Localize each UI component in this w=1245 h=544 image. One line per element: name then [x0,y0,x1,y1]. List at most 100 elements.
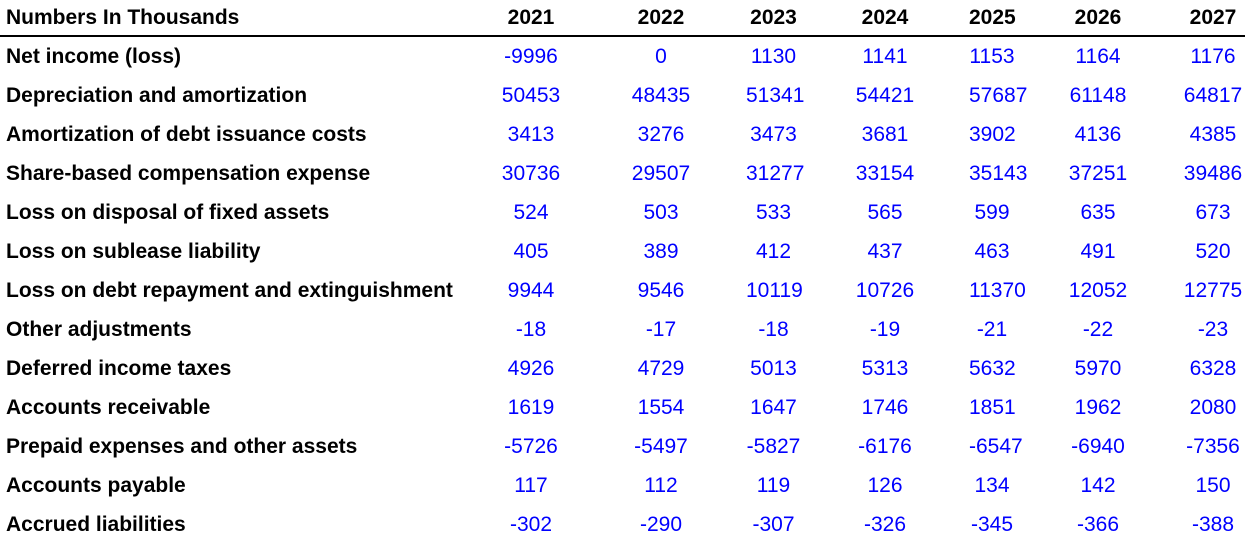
table-cell: 61148 [1069,83,1127,107]
table-cell: 1647 [750,395,797,419]
table-cell: -302 [509,512,553,536]
row-label: Depreciation and amortization [6,83,308,107]
table-cell: 4385 [1189,122,1237,146]
table-cell: 31277 [746,161,805,185]
table-row: Deferred income taxes 4926 4729 5013 5313 563… [0,349,1245,388]
table-cell: 1141 [862,44,908,68]
table-row: Loss on debt repayment and extinguishmen… [0,271,1245,310]
row-label: Loss on debt repayment and extinguishmen… [6,278,453,302]
table-cell: 30736 [501,161,561,185]
table-row: Accrued liabilities -302 -290 -307 -326 -345 -… [0,505,1245,544]
header-label: Numbers In Thousands [0,0,486,37]
table-cell: -19 [869,317,901,341]
table-cell: 1746 [861,395,909,419]
table-cell: 142 [1080,473,1116,497]
table-cell: 4729 [637,356,685,380]
table-cell: -23 [1197,317,1229,341]
column-header: 2026 [1015,0,1181,37]
table-cell: 437 [867,239,903,263]
table-cell: 119 [756,473,791,497]
column-header: 2025 [969,0,1016,37]
table-cell: 3902 [969,122,1016,146]
table-cell: 1962 [1074,395,1122,419]
table-cell: 565 [867,200,903,224]
column-header: 2022 [576,0,746,37]
row-label: Share-based compensation expense [6,161,371,185]
row-label: Accounts payable [6,473,186,497]
table-cell: 1153 [969,44,1015,68]
table-cell: 5970 [1074,356,1122,380]
table-row: Loss on disposal of fixed assets 524 503 53… [0,193,1245,232]
column-header: 2027 [1181,0,1245,37]
table-cell: 6328 [1189,356,1237,380]
table-cell: -17 [645,317,677,341]
table-cell: 2080 [1189,395,1237,419]
table-cell: 524 [513,200,549,224]
table-cell: 405 [513,239,549,263]
table-cell: 412 [755,239,792,263]
table-cell: 3473 [750,122,797,146]
table-cell: 4136 [1074,122,1122,146]
table-cell: 10119 [746,278,803,302]
table-cell: 533 [755,200,792,224]
table-cell: 491 [1080,239,1116,263]
table-cell: 29507 [631,161,691,185]
table-cell: -21 [976,317,1008,341]
table-cell: -6176 [858,434,912,458]
table-cell: 117 [514,473,548,497]
table-cell: 9546 [637,278,685,302]
table-cell: 134 [974,473,1010,497]
table-row: Share-based compensation expense 30736 295… [0,154,1245,193]
table-cell: -22 [1082,317,1114,341]
table-cell: 635 [1080,200,1116,224]
table-cell: 33154 [855,161,915,185]
row-label: Other adjustments [6,317,192,341]
table-cell: 3276 [637,122,685,146]
row-label: Accrued liabilities [6,512,186,536]
table-cell: 48435 [631,83,691,107]
row-label: Accounts receivable [6,395,211,419]
table-cell: -307 [752,512,795,536]
table-cell: -18 [758,317,789,341]
table-cell: 11370 [969,278,1026,302]
table-row: Depreciation and amortization 50453 48435 5… [0,76,1245,115]
table-cell: 1164 [1075,44,1121,68]
table-cell: 112 [644,473,678,497]
row-label: Deferred income taxes [6,356,232,380]
column-header: 2024 [801,0,969,37]
table-header: Numbers In Thousands 2021 2022 2023 2024… [0,0,1245,37]
table-cell: 520 [1195,239,1231,263]
column-header: 2021 [486,0,576,37]
table-cell: 12775 [1183,278,1243,302]
table-row: Accounts receivable 1619 1554 1647 1746 1851 1… [0,388,1245,427]
table-cell: -345 [970,512,1014,536]
table-cell: -5726 [504,434,558,458]
table-cell: -18 [515,317,547,341]
table-cell: -5497 [634,434,688,458]
table-row: Other adjustments -18 -17 -18 -19 -21 -22 -23 [0,310,1245,349]
table-cell: 64817 [1183,83,1243,107]
table-cell: 3413 [507,122,555,146]
table-body: Net income (loss) -9996 0 1130 1141 1153 1164 1… [0,36,1245,544]
table-cell: -7356 [1186,434,1240,458]
header-row: Numbers In Thousands 2021 2022 2023 2024… [0,0,1245,37]
table-cell: 150 [1195,473,1231,497]
table-cell: 57687 [969,83,1028,107]
table-cell: 463 [974,239,1010,263]
row-label: Amortization of debt issuance costs [6,122,367,146]
table-cell: 673 [1195,200,1231,224]
row-label: Loss on disposal of fixed assets [6,200,330,224]
column-header: 2023 [746,0,801,37]
table-cell: 0 [655,44,667,68]
table-cell: 1176 [1190,44,1236,68]
table-cell: 389 [643,239,679,263]
row-label: Loss on sublease liability [6,239,261,263]
table-cell: 1851 [969,395,1016,419]
table-cell: 50453 [501,83,561,107]
table-cell: 5313 [861,356,909,380]
table-cell: -290 [639,512,683,536]
table-cell: -326 [863,512,907,536]
table-cell: 37251 [1068,161,1128,185]
table-cell: 1130 [750,44,797,68]
